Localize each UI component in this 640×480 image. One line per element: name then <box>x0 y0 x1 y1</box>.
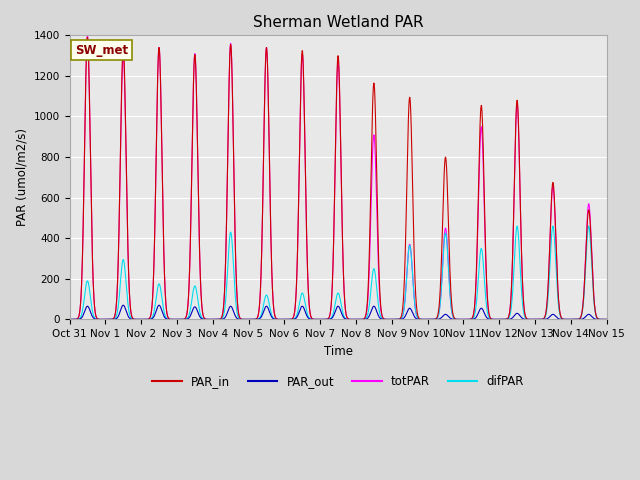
difPAR <box>66 316 74 322</box>
totPAR <box>603 316 611 322</box>
PAR_in <box>603 316 611 322</box>
Line: PAR_out: PAR_out <box>70 305 607 319</box>
totPAR <box>84 33 92 38</box>
PAR_out <box>603 316 611 322</box>
Line: PAR_in: PAR_in <box>70 37 607 319</box>
Y-axis label: PAR (umol/m2/s): PAR (umol/m2/s) <box>15 128 28 227</box>
PAR_in <box>534 316 542 322</box>
difPAR <box>585 223 593 229</box>
difPAR <box>295 304 303 310</box>
PAR_out <box>272 316 280 322</box>
Title: Sherman Wetland PAR: Sherman Wetland PAR <box>253 15 424 30</box>
Legend: PAR_in, PAR_out, totPAR, difPAR: PAR_in, PAR_out, totPAR, difPAR <box>147 371 529 393</box>
difPAR <box>534 316 542 322</box>
PAR_in <box>593 313 600 319</box>
totPAR <box>127 310 135 315</box>
PAR_out <box>534 316 542 322</box>
PAR_in <box>295 180 303 185</box>
difPAR <box>593 313 600 319</box>
totPAR <box>272 315 280 321</box>
difPAR <box>127 315 134 321</box>
totPAR <box>66 316 74 322</box>
totPAR <box>295 181 303 187</box>
PAR_in <box>127 309 135 315</box>
PAR_in <box>272 315 280 321</box>
PAR_out <box>295 310 303 315</box>
PAR_out <box>159 311 166 316</box>
Line: difPAR: difPAR <box>70 226 607 319</box>
PAR_out <box>593 316 600 322</box>
Text: SW_met: SW_met <box>75 44 128 57</box>
totPAR <box>593 313 600 319</box>
X-axis label: Time: Time <box>324 345 353 358</box>
PAR_in <box>66 316 74 322</box>
totPAR <box>534 316 542 322</box>
PAR_out <box>66 316 74 322</box>
difPAR <box>603 316 611 322</box>
difPAR <box>159 300 166 306</box>
PAR_out <box>127 316 135 322</box>
PAR_in <box>159 203 166 209</box>
difPAR <box>271 316 279 322</box>
totPAR <box>159 203 166 209</box>
PAR_out <box>120 302 127 308</box>
PAR_in <box>84 35 92 40</box>
Line: totPAR: totPAR <box>70 36 607 319</box>
